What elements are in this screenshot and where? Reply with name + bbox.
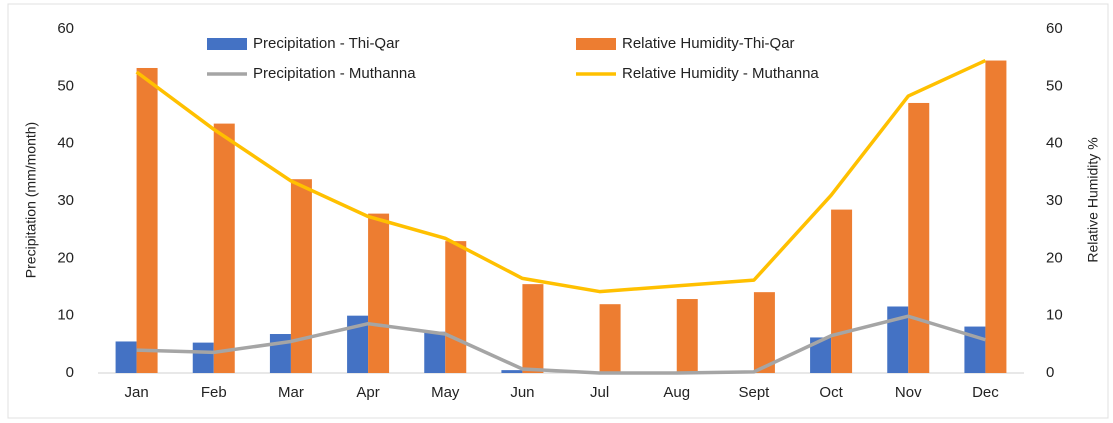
y2-tick-label: 50 xyxy=(1046,77,1063,94)
x-tick-label: Jun xyxy=(510,384,534,401)
x-tick-label: Jan xyxy=(124,384,148,401)
y2-tick-label: 0 xyxy=(1046,364,1054,381)
bar xyxy=(368,213,390,373)
x-tick-label: Dec xyxy=(972,384,999,401)
bar xyxy=(213,123,235,373)
bar xyxy=(424,331,446,373)
x-tick-label: Apr xyxy=(356,384,379,401)
y-tick-label: 0 xyxy=(66,364,74,381)
frame xyxy=(7,3,1109,419)
y-tick-label: 10 xyxy=(57,307,74,324)
bar xyxy=(192,342,214,373)
legend-swatch xyxy=(576,38,616,50)
legend-label: Relative Humidity - Muthanna xyxy=(622,65,819,82)
bar xyxy=(522,284,544,373)
x-tick-label: Aug xyxy=(663,384,690,401)
bar xyxy=(269,334,291,373)
line-series xyxy=(135,58,987,294)
x-tick-label: Sept xyxy=(738,384,770,401)
y-tick-label: 30 xyxy=(57,192,74,209)
bar xyxy=(136,67,158,373)
y2-tick-label: 20 xyxy=(1046,249,1063,266)
y-tick-label: 50 xyxy=(57,77,74,94)
bar xyxy=(445,241,467,373)
x-tick-label: May xyxy=(431,384,460,401)
bar xyxy=(753,292,775,373)
y-tick-label: 40 xyxy=(57,135,74,152)
bar xyxy=(501,370,523,373)
x-tick-label: Mar xyxy=(278,384,304,401)
x-tick-label: Oct xyxy=(819,384,843,401)
legend-label: Precipitation - Thi-Qar xyxy=(253,35,399,52)
bar xyxy=(347,315,369,373)
bar xyxy=(831,209,853,373)
bar xyxy=(115,341,137,373)
y2-tick-label: 60 xyxy=(1046,20,1063,37)
y2-tick-label: 30 xyxy=(1046,192,1063,209)
y2-tick-label: 40 xyxy=(1046,135,1063,152)
bar xyxy=(290,179,312,373)
legend-swatch xyxy=(207,38,247,50)
y2-axis-label: Relative Humidity % xyxy=(1085,137,1101,262)
y-tick-label: 20 xyxy=(57,249,74,266)
y-axis-label: Precipitation (mm/month) xyxy=(23,122,39,278)
legend-label: Precipitation - Muthanna xyxy=(253,65,416,82)
x-tick-label: Nov xyxy=(895,384,922,401)
legend-label: Relative Humidity-Thi-Qar xyxy=(622,35,795,52)
bar xyxy=(908,102,930,374)
line-series xyxy=(136,314,986,375)
bar xyxy=(810,337,832,373)
bar xyxy=(887,306,909,373)
y2-tick-label: 10 xyxy=(1046,307,1063,324)
bar xyxy=(676,299,698,373)
x-tick-label: Feb xyxy=(201,384,227,401)
x-tick-label: Jul xyxy=(590,384,609,401)
bar xyxy=(985,60,1007,374)
bar xyxy=(599,304,621,373)
y-tick-label: 60 xyxy=(57,20,74,37)
